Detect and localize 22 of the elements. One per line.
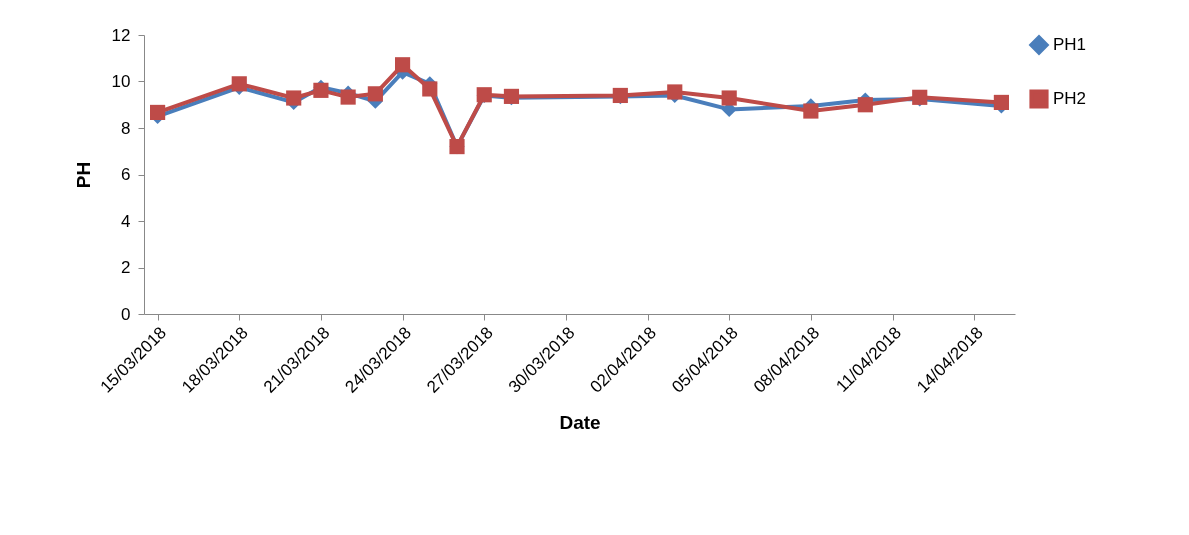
legend-label: PH1 [1053, 35, 1087, 54]
point [422, 81, 438, 97]
point [667, 84, 683, 100]
y-tick-label: 0 [121, 304, 131, 324]
point [857, 97, 873, 113]
point [721, 90, 737, 106]
x-axis-title: Date [559, 411, 601, 433]
point [340, 89, 356, 105]
y-tick-label: 2 [121, 258, 131, 277]
legend-label: PH2 [1053, 89, 1087, 108]
y-tick-label: 6 [121, 165, 131, 184]
point [395, 57, 411, 73]
point [286, 90, 302, 106]
y-tick-label: 8 [121, 118, 131, 138]
point [803, 103, 819, 119]
y-tick-label: 4 [121, 211, 131, 231]
point [993, 94, 1009, 111]
y-axis-title: PH [72, 161, 94, 189]
y-tick-label: 12 [111, 25, 131, 45]
point [367, 86, 383, 102]
point [150, 104, 166, 121]
y-tick-label: 10 [111, 72, 131, 91]
